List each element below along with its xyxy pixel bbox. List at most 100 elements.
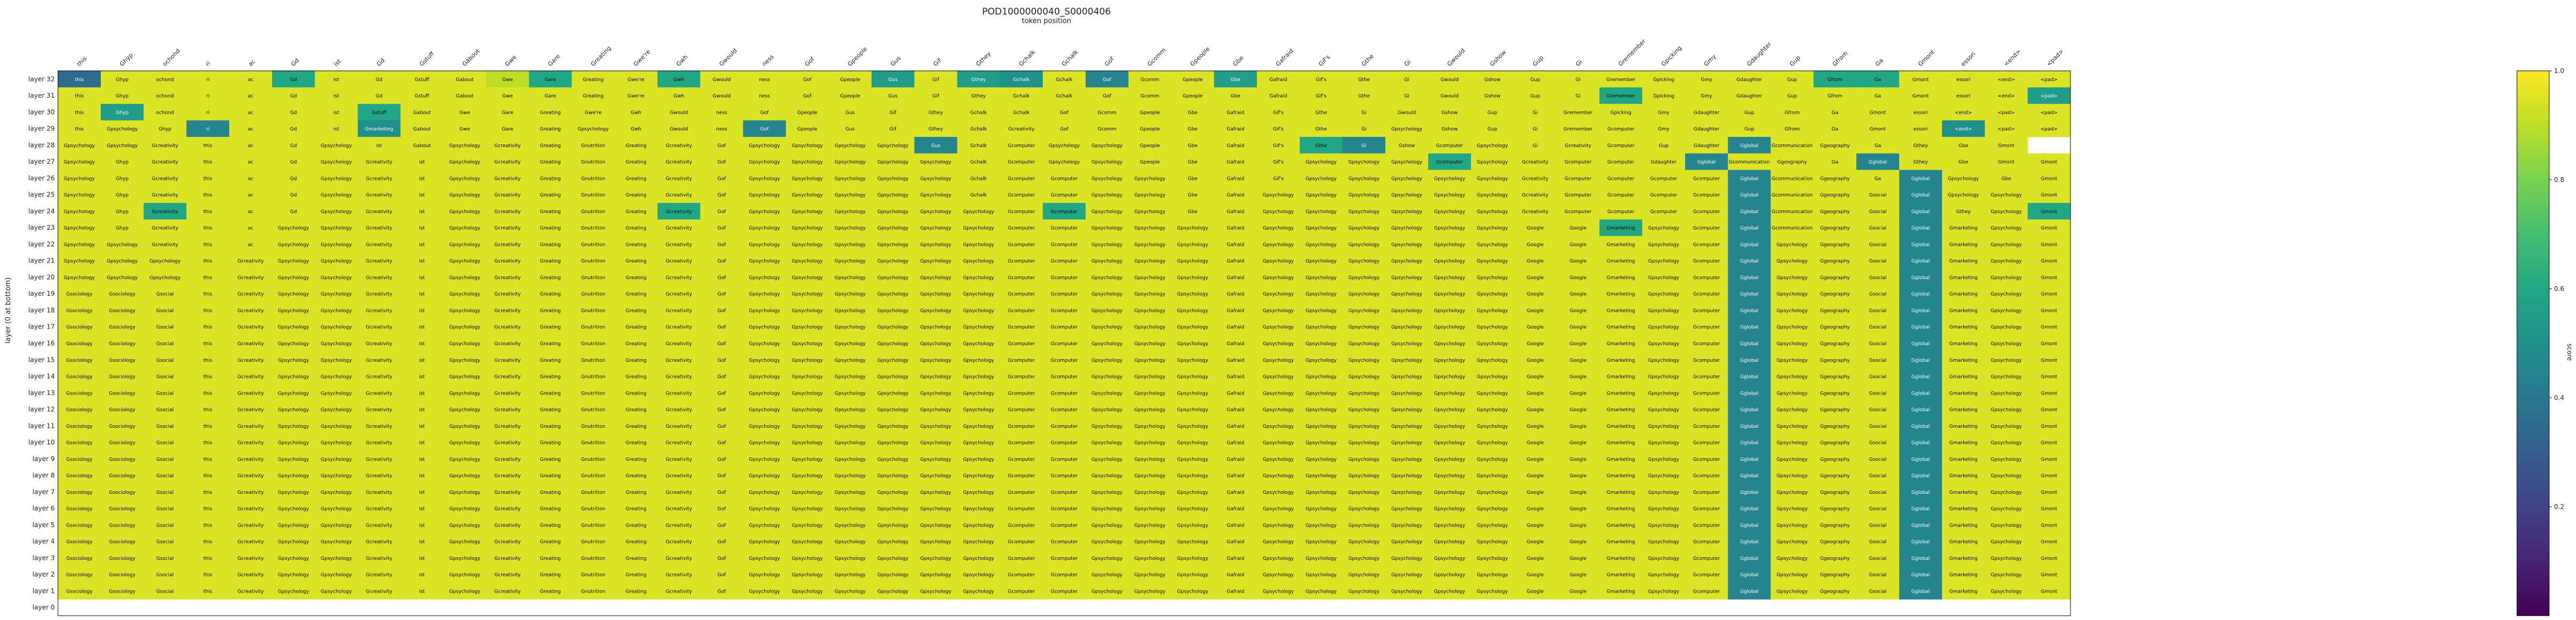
cell-label: Gcommunication (1772, 176, 1813, 181)
heatmap-cell (443, 236, 487, 253)
heatmap-cell (314, 351, 358, 369)
cell-label: Gglobal (1912, 275, 1930, 281)
cell-label: Gpsychology (1648, 226, 1680, 231)
heatmap-cell (1942, 582, 1985, 600)
cell-label: Gpsychology (1306, 589, 1337, 594)
heatmap-cell (786, 401, 829, 418)
cell-label: Gmarketing (1949, 424, 1978, 429)
cell-label: Gmarketing (1607, 325, 1635, 330)
heatmap-cell (572, 450, 615, 468)
cell-label: Gpsychology (321, 507, 353, 512)
cell-label: Gpsychology (1391, 589, 1423, 594)
heatmap-cell (1000, 335, 1043, 352)
heatmap-cell (1899, 533, 1943, 550)
heatmap-cell (1556, 566, 1600, 583)
cell-label: Gcomputer (1650, 193, 1678, 198)
cell-label: Gpeople (797, 110, 818, 115)
heatmap-cell (871, 153, 915, 171)
heatmap-cell (486, 236, 530, 253)
cell-label: Gnutrition (581, 325, 605, 330)
heatmap-cell (1342, 318, 1386, 335)
heatmap-cell (1128, 467, 1172, 484)
cell-label: Gpsychology (792, 242, 823, 247)
cell-label: Gcomputer (1008, 226, 1035, 231)
heatmap-cell (143, 467, 187, 484)
cell-label: Gafraid (1227, 358, 1245, 363)
cell-label: Gpsychology (1263, 308, 1294, 313)
x-tick-label: Gi (1403, 59, 1412, 68)
cell-label: Gpeople (797, 127, 818, 132)
heatmap-cell (1000, 285, 1043, 303)
cell-label: Gcreativity (665, 539, 692, 545)
heatmap-cell (1128, 450, 1172, 468)
cell-label: Ga (1875, 94, 1882, 99)
heatmap-cell (1642, 582, 1686, 600)
cell-label: Gcomputer (1436, 160, 1463, 165)
cell-label: Gof (718, 589, 726, 594)
x-tick-label: Greating (589, 45, 612, 68)
cell-label: Gpsychology (792, 275, 823, 281)
heatmap-cell (1899, 137, 1943, 154)
cell-label: this (203, 292, 213, 297)
cell-label: Gpsychology (1477, 457, 1509, 462)
heatmap-cell (1985, 483, 2028, 501)
cell-label: Gpsychology (1263, 325, 1294, 330)
cell-label: Gpsychology (1263, 407, 1294, 413)
heatmap-cell (186, 467, 230, 484)
cell-label: Gpsychology (1135, 292, 1166, 297)
heatmap-cell (2028, 186, 2071, 203)
heatmap-cell (957, 318, 1000, 335)
cell-label: Gpsychology (1391, 375, 1423, 380)
cell-label: Gof (1060, 127, 1069, 132)
heatmap-cell (871, 236, 915, 253)
heatmap-cell (1599, 351, 1643, 369)
cell-label: Gd (290, 193, 297, 198)
heatmap-cell (1556, 483, 1600, 501)
cell-label: <end> (1997, 77, 2015, 83)
y-tick-label: layer 8 (32, 472, 55, 479)
heatmap-cell (914, 318, 958, 335)
heatmap-cell (614, 137, 658, 154)
heatmap-cell (1128, 252, 1172, 269)
heatmap-cell (357, 285, 401, 303)
cell-label: Gpsychology (1306, 209, 1337, 215)
cell-label: Greating (626, 275, 647, 281)
heatmap-cell (314, 483, 358, 501)
cell-label: Gpsychology (1092, 523, 1123, 528)
cell-label: Gif (932, 77, 939, 83)
heatmap-cell (314, 516, 358, 534)
heatmap-cell (1428, 104, 1472, 121)
heatmap-cell (1128, 104, 1172, 121)
heatmap-cell (357, 582, 401, 600)
cell-label: Gmarketing (1949, 490, 1978, 495)
cell-label: Gcomputer (1693, 573, 1721, 578)
cell-label: Gpsychology (1477, 226, 1509, 231)
cell-label: Gcomputer (1051, 457, 1078, 462)
heatmap-cell (614, 417, 658, 435)
cell-label: Greating (626, 325, 647, 330)
cell-label: Gglobal (1740, 391, 1758, 396)
cell-label: Gcreativity (152, 226, 179, 231)
cell-label: Gpsychology (1263, 507, 1294, 512)
cell-label: Gpsychology (1135, 556, 1166, 561)
cell-label: Gpsychology (1177, 391, 1209, 396)
cell-label: Gpsychology (1092, 325, 1123, 330)
heatmap-cell (1342, 351, 1386, 369)
heatmap-cell (357, 302, 401, 319)
heatmap-cell (700, 384, 744, 402)
cell-label: Gpsychology (1177, 292, 1209, 297)
cell-label: Gpsychology (449, 441, 481, 446)
cell-label: Ga (1832, 160, 1839, 165)
x-tick-label: Gwould (718, 47, 738, 68)
cell-label: Greating (540, 589, 561, 594)
cell-label: Gpsychology (1391, 193, 1423, 198)
heatmap-cell (1942, 186, 1985, 203)
heatmap-cell (1342, 236, 1386, 253)
cell-label: Gsociology (66, 507, 93, 512)
cell-label: Gglobal (1912, 457, 1930, 462)
heatmap-cell (1385, 417, 1429, 435)
cell-label: Gafraid (1227, 507, 1245, 512)
cell-label: Gmarketing (1607, 308, 1635, 313)
heatmap-cell (529, 302, 572, 319)
cell-label: Google (1570, 573, 1587, 578)
